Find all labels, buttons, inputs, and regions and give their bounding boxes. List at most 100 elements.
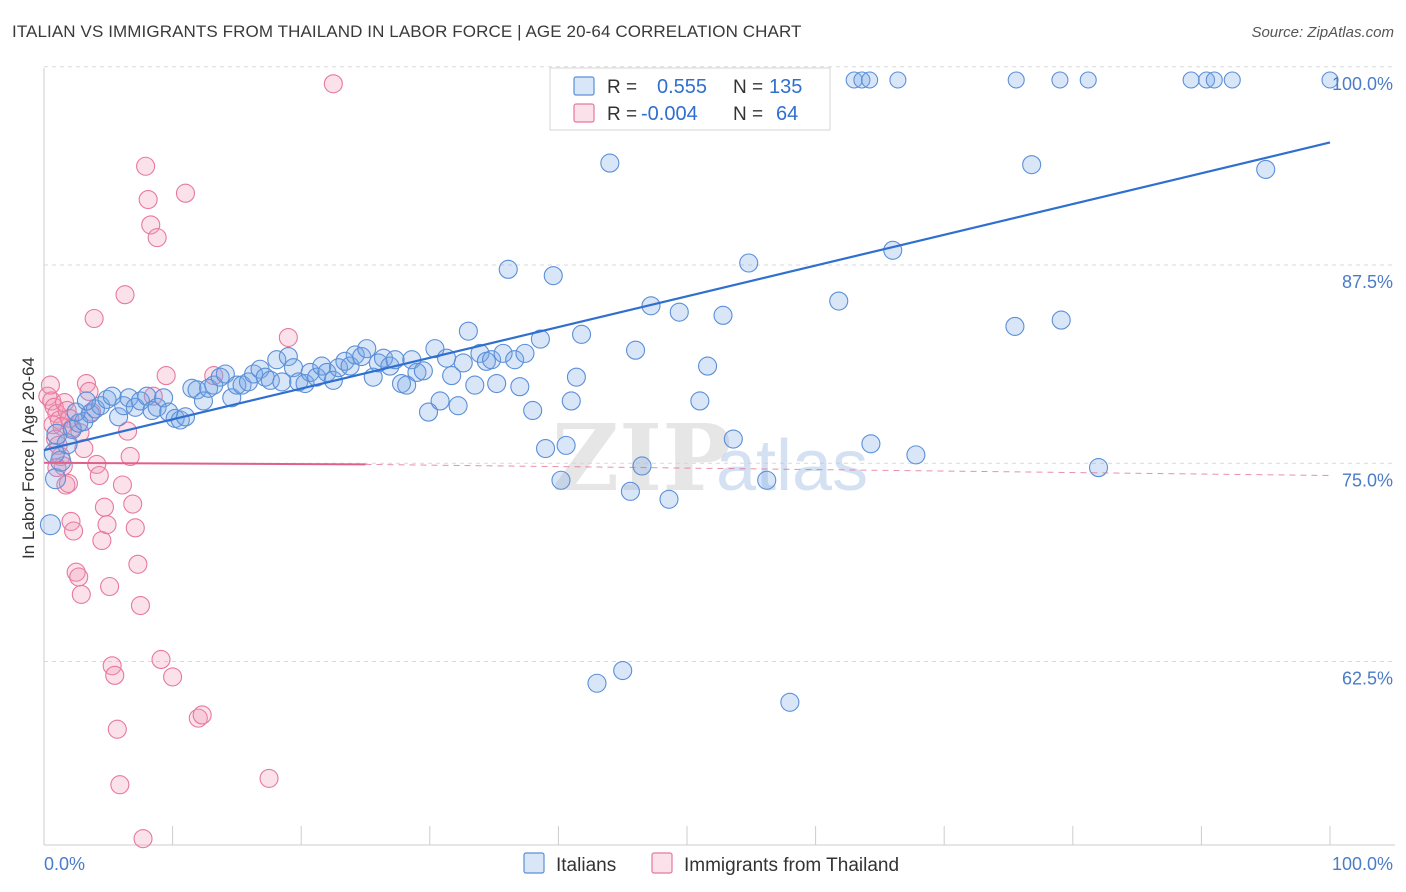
italians-point-116	[587, 673, 607, 693]
thailand-point-36	[107, 719, 127, 739]
italians-point-85	[523, 400, 543, 421]
thailand-point-55	[175, 183, 196, 203]
thailand-point-48	[138, 190, 158, 210]
italians-point-18	[142, 400, 162, 421]
thailand-point-19	[64, 521, 84, 541]
italians-point-78	[481, 350, 502, 370]
italians-top-point-15	[1051, 71, 1069, 89]
chart-title: ITALIAN VS IMMIGRANTS FROM THAILAND IN L…	[12, 22, 802, 41]
italians-point-89	[551, 470, 571, 490]
grid-lines	[44, 66, 1395, 662]
thailand-point-59	[259, 768, 279, 788]
legend-r-value-italians: 0.555	[657, 76, 707, 98]
y-tick-labels: 100.0% 87.5% 75.0% 62.5%	[1332, 74, 1393, 689]
italians-point-96	[626, 340, 646, 360]
italians-point-71	[442, 366, 462, 386]
italians-top-point-16	[1079, 71, 1097, 89]
italians-point-0	[39, 514, 61, 536]
thailand-point-53	[156, 366, 176, 386]
italians-point-41	[272, 372, 292, 392]
italians-point-94	[600, 153, 620, 173]
thailand-point-38	[112, 475, 132, 495]
thailand-point-32	[97, 515, 117, 535]
bottom-legend-swatch-italians	[523, 852, 545, 874]
legend-r-value-thailand: -0.004	[641, 103, 698, 125]
legend-n-label-italians: N =	[733, 77, 763, 98]
italians-point-74	[458, 321, 478, 341]
thailand-point-57	[192, 705, 212, 725]
italians-top-point-17	[1182, 71, 1200, 89]
italians-point-30	[210, 367, 230, 387]
y-tick-label-100: 100.0%	[1332, 74, 1393, 94]
italians-point-28	[199, 378, 219, 398]
italians-point-101	[690, 391, 710, 411]
italians-point-66	[413, 361, 433, 381]
thailand-point-60	[278, 327, 298, 348]
watermark-zip: ZIP	[552, 404, 731, 512]
thailand-point-27	[84, 308, 104, 329]
thailand-point-30	[92, 530, 112, 551]
thailand-point-31	[94, 497, 114, 517]
legend-r-label-thailand: R =	[607, 104, 637, 125]
italians-point-81	[498, 259, 518, 279]
thailand-point-50	[143, 386, 163, 406]
x-tick-labels: 0.0% 100.0%	[44, 854, 1393, 874]
italians-point-91	[561, 391, 581, 411]
italians-point-12	[109, 407, 129, 427]
italians-point-84	[515, 343, 535, 363]
italians-point-82	[505, 350, 525, 370]
series-italians-points	[39, 71, 1339, 712]
thailand-point-49	[141, 215, 161, 235]
thailand-point-45	[130, 595, 150, 616]
x-tick-label-100: 100.0%	[1332, 854, 1393, 874]
bottom-legend-label-thailand: Immigrants from Thailand	[684, 855, 899, 876]
trend-line-italians	[43, 141, 1331, 452]
italians-point-117	[613, 661, 633, 681]
axes	[43, 68, 1395, 846]
thailand-point-22	[71, 584, 91, 604]
watermark: ZIP atlas	[552, 404, 868, 512]
italians-point-88	[543, 266, 563, 286]
italians-point-112	[1022, 155, 1042, 175]
italians-point-56	[357, 339, 377, 359]
watermark-atlas: atlas	[716, 426, 868, 506]
italians-point-32	[222, 388, 242, 408]
italians-point-103	[713, 305, 733, 325]
italians-point-73	[453, 353, 473, 373]
thailand-point-47	[136, 156, 156, 176]
legend-swatch-thailand	[573, 103, 595, 123]
legend-n-value-thailand: 64	[776, 103, 798, 125]
thailand-point-17	[58, 473, 78, 493]
thailand-point-41	[120, 446, 140, 467]
thailand-point-35	[105, 665, 125, 685]
trend-line-thailand	[43, 461, 366, 466]
italians-top-point-21	[1321, 71, 1339, 89]
italians-point-100	[669, 302, 689, 322]
italians-top-point-13	[889, 71, 907, 89]
italians-point-54	[345, 345, 365, 365]
italians-point-80	[493, 343, 513, 363]
legend-frame	[549, 67, 831, 131]
italians-point-104	[723, 429, 743, 449]
italians-point-69	[430, 391, 450, 411]
italians-point-75	[465, 375, 485, 395]
italians-point-110	[906, 445, 926, 465]
italians-point-107	[829, 291, 849, 311]
italians-point-97	[632, 456, 652, 476]
italians-point-19	[147, 397, 167, 417]
italians-point-27	[193, 391, 214, 411]
thailand-point-21	[69, 567, 89, 587]
bottom-legend-label-italians: Italians	[556, 855, 616, 876]
italians-point-105	[739, 253, 759, 273]
thailand-point-37	[110, 775, 130, 795]
legend-n-label-thailand: N =	[733, 104, 763, 125]
italians-point-72	[448, 396, 468, 416]
legend-r-label-italians: R =	[607, 77, 637, 98]
italians-point-10	[97, 389, 117, 409]
italians-point-113	[1051, 310, 1071, 330]
y-tick-label-75: 75.0%	[1342, 470, 1393, 490]
italians-point-1	[45, 468, 67, 490]
italians-point-109	[883, 240, 903, 260]
thailand-point-46	[133, 829, 153, 849]
